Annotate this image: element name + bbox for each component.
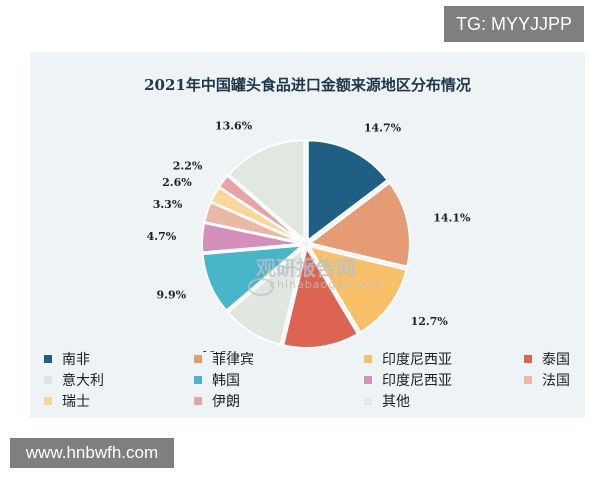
legend-item: 菲律宾 — [194, 348, 364, 369]
pie-slice-5 — [201, 244, 306, 312]
legend-item: 印度尼西亚 — [364, 369, 524, 390]
legend-label: 印度尼西亚 — [382, 372, 452, 389]
tg-badge: TG: MYYJJPP — [443, 6, 584, 42]
chart-title: 2021年中国罐头食品进口金额来源地区分布情况 — [144, 76, 471, 94]
legend-label: 其他 — [382, 393, 410, 410]
slice-label-2: 12.7% — [411, 315, 449, 328]
slice-label-4: 10.0% — [201, 349, 239, 352]
legend-label: 法国 — [542, 372, 570, 389]
pie-slice-6 — [201, 221, 303, 254]
legend-label: 泰国 — [542, 351, 570, 368]
legend-swatch-icon — [524, 354, 532, 363]
legend-item: 印度尼西亚 — [364, 348, 524, 369]
chart-legend: 南非 菲律宾 印度尼西亚 泰国 意大利 韩国 印度尼西亚 法国 瑞士 伊朗 其他 — [44, 348, 584, 411]
legend-label: 伊朗 — [212, 393, 240, 410]
legend-item: 瑞士 — [44, 390, 194, 411]
pie-slice-9 — [217, 174, 304, 243]
legend-swatch-icon — [194, 375, 202, 384]
legend-swatch-icon — [524, 375, 532, 384]
slice-label-10: 13.6% — [215, 120, 253, 133]
slice-label-1: 14.1% — [433, 211, 471, 224]
legend-item: 南非 — [44, 348, 194, 369]
legend-item: 法国 — [524, 369, 600, 390]
slice-label-6: 4.7% — [147, 230, 177, 243]
pie-slice-1 — [307, 181, 411, 268]
pie-slice-0 — [306, 139, 389, 243]
legend-label: 瑞士 — [62, 393, 90, 410]
legend-item: 泰国 — [524, 348, 600, 369]
pie-slice-3 — [282, 245, 360, 349]
legend-swatch-icon — [44, 375, 52, 384]
watermark-subtext: chinabaogao.com — [270, 278, 383, 291]
pie-slice-4 — [226, 244, 306, 346]
legend-swatch-icon — [364, 375, 372, 384]
pie-slice-10 — [227, 139, 306, 243]
legend-item: 其他 — [364, 390, 524, 411]
legend-label: 菲律宾 — [212, 351, 254, 368]
legend-label: 印度尼西亚 — [382, 351, 452, 368]
legend-label: 南非 — [62, 351, 90, 368]
legend-label: 意大利 — [62, 372, 104, 389]
pie-slice-2 — [307, 244, 408, 334]
slice-label-8: 2.6% — [162, 176, 192, 189]
legend-item: 伊朗 — [194, 390, 364, 411]
watermark-logo-icon — [248, 278, 274, 296]
slice-label-7: 3.3% — [153, 198, 183, 211]
legend-swatch-icon — [194, 354, 202, 363]
legend-swatch-icon — [44, 396, 52, 405]
slice-label-9: 2.2% — [173, 160, 203, 173]
legend-swatch-icon — [194, 396, 202, 405]
slice-label-0: 14.7% — [364, 122, 402, 135]
pie-chart: 14.7%14.1%12.7%12.3%10.0%9.9%4.7%3.3%2.6… — [147, 120, 471, 352]
legend-item: 意大利 — [44, 369, 194, 390]
legend-swatch-icon — [44, 354, 52, 363]
slice-label-5: 9.9% — [157, 288, 187, 301]
legend-item: 韩国 — [194, 369, 364, 390]
chart-card: 2021年中国罐头食品进口金额来源地区分布情况 14.7% 14.1% 12.7% 1… — [30, 52, 585, 418]
site-badge: www.hnbwfh.com — [10, 438, 174, 468]
legend-swatch-icon — [364, 354, 372, 363]
legend-swatch-icon — [364, 396, 372, 405]
legend-label: 韩国 — [212, 372, 240, 389]
